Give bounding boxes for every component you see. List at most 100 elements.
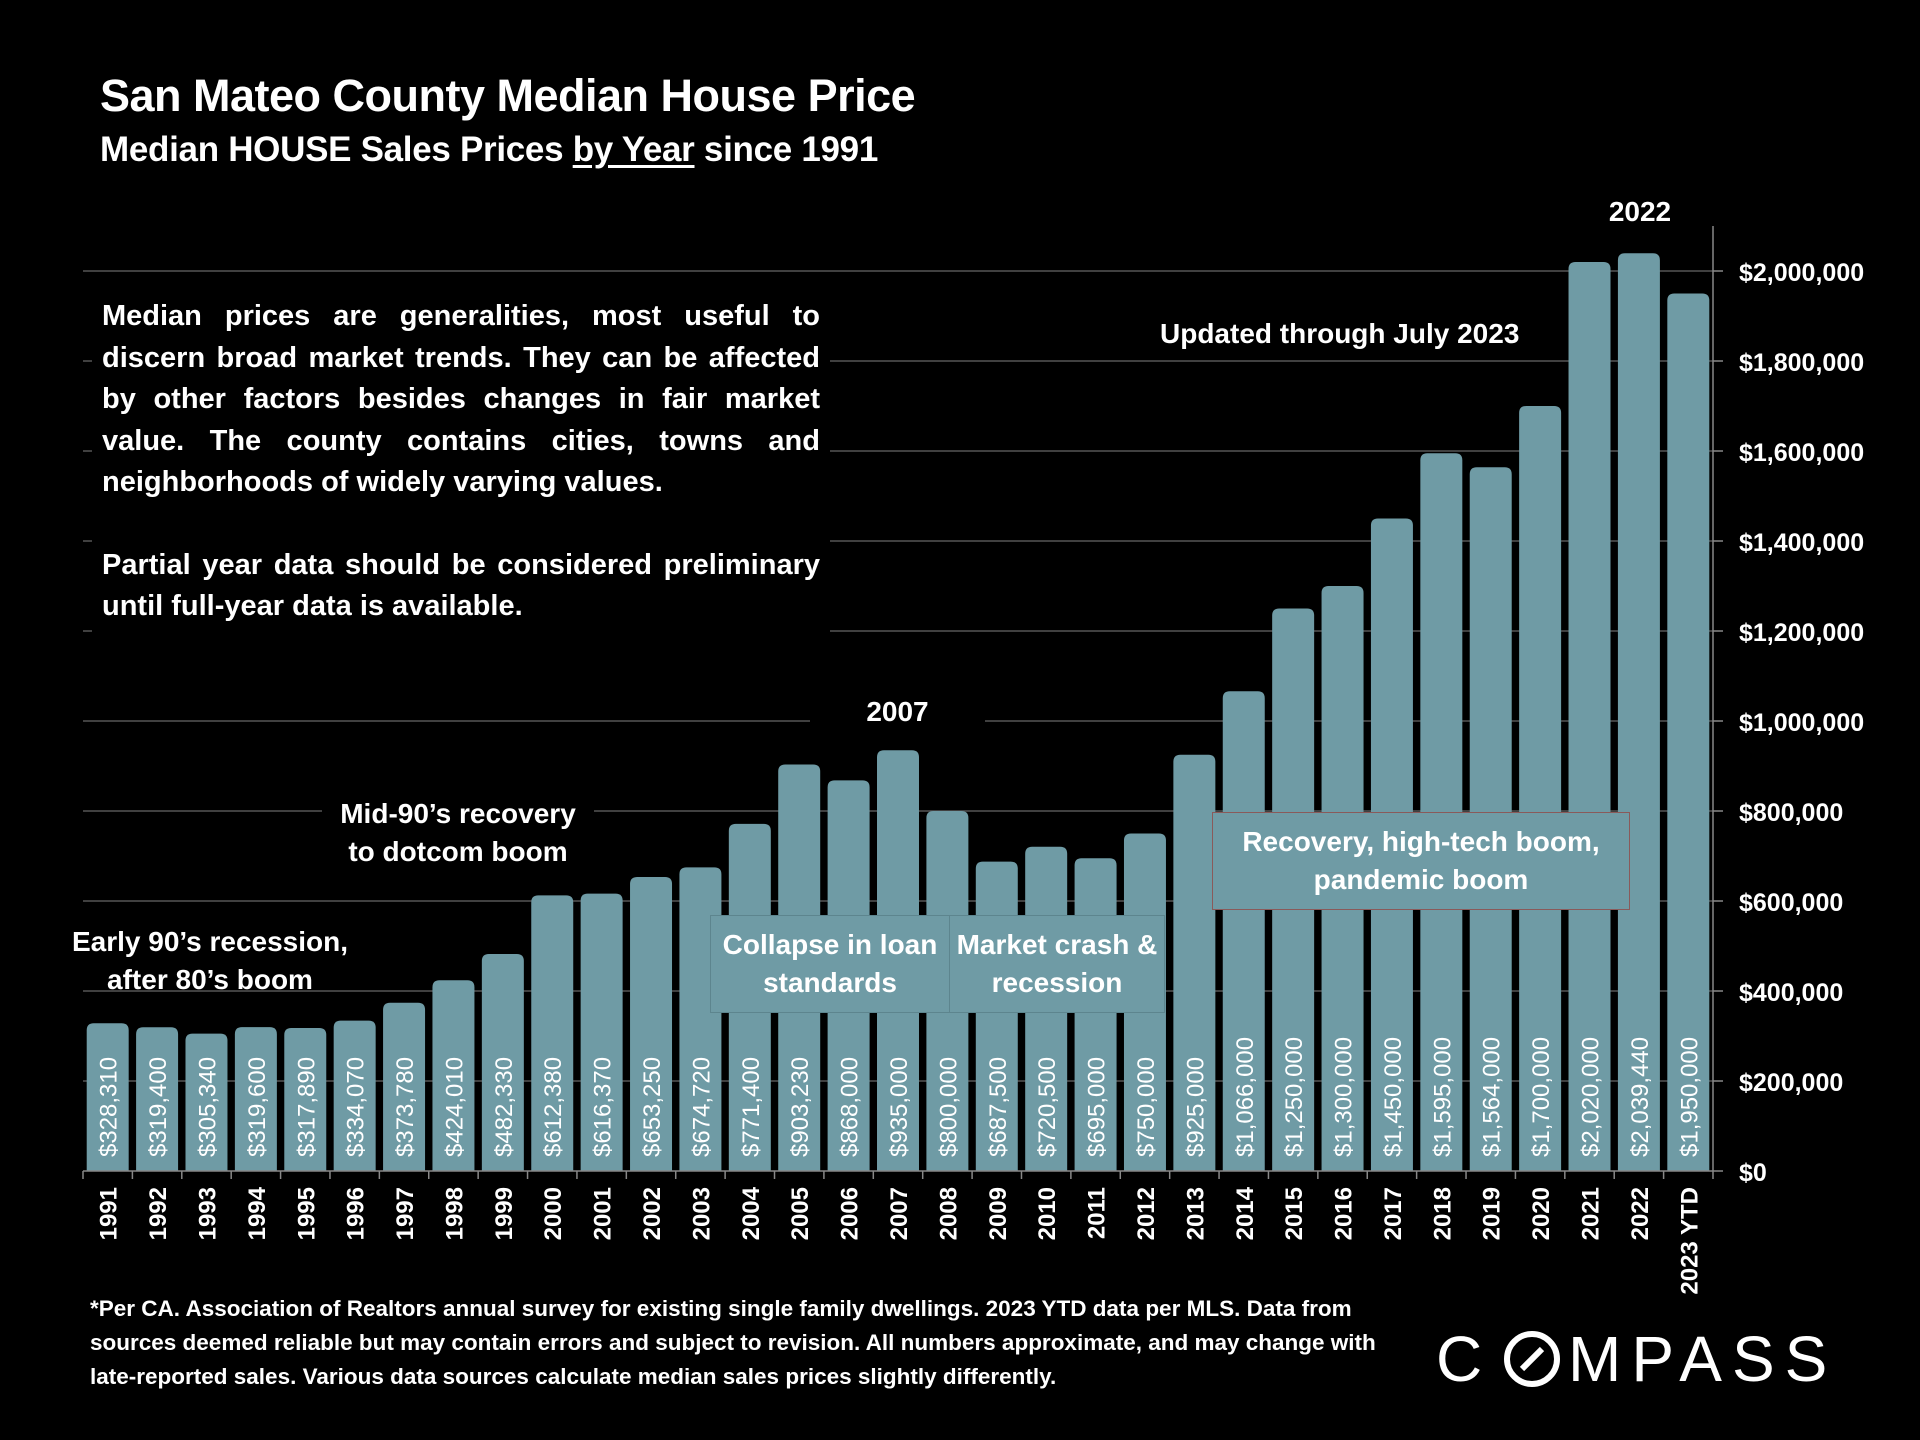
bar (531, 895, 574, 1171)
x-tick-label: 1994 (244, 1186, 271, 1240)
logo-o-needle (1519, 1346, 1545, 1372)
x-tick-label: 2021 (1578, 1187, 1605, 1240)
data-label: $1,300,000 (1331, 1037, 1358, 1157)
x-tick-label: 2023 YTD (1676, 1187, 1703, 1295)
x-tick-label: 2000 (540, 1187, 567, 1240)
bar (1667, 293, 1710, 1171)
data-label: $695,000 (1084, 1057, 1111, 1157)
x-tick-label: 2022 (1627, 1187, 1654, 1240)
data-label: $373,780 (392, 1057, 419, 1157)
data-label: $925,000 (1182, 1057, 1209, 1157)
x-tick-label: 2015 (1281, 1187, 1308, 1240)
annotation-collapse-box: Collapse in loan standards (710, 915, 950, 1013)
bar (284, 1027, 327, 1171)
annotation-recovery-box: Recovery, high-tech boom, pandemic boom (1212, 812, 1630, 910)
bar (185, 1033, 228, 1171)
annotation-crash-box: Market crash & recession (949, 915, 1165, 1013)
compass-logo: C MPASS (1436, 1323, 1846, 1410)
x-tick-label: 2005 (787, 1187, 814, 1240)
x-tick-label: 1996 (343, 1187, 370, 1240)
bar (1617, 253, 1660, 1171)
data-label: $2,039,440 (1627, 1037, 1654, 1157)
x-tick-label: 1997 (392, 1187, 419, 1240)
data-label: $319,600 (244, 1057, 271, 1157)
data-labels: $328,310 $319,400 $305,340 $319,600 $317,890… (96, 1037, 1704, 1157)
y-tick-label: $1,200,000 (1739, 619, 1864, 647)
logo-text-rest: MPASS (1568, 1325, 1837, 1395)
y-tick-label: $1,000,000 (1739, 709, 1864, 737)
x-tick-label: 2001 (590, 1187, 617, 1240)
data-label: $720,500 (1034, 1057, 1061, 1157)
x-tick-label: 1992 (145, 1187, 172, 1240)
y-tick-label: $1,400,000 (1739, 529, 1864, 557)
data-label: $935,000 (886, 1057, 913, 1157)
data-label: $1,250,000 (1281, 1037, 1308, 1157)
y-tick-label: $1,600,000 (1739, 439, 1864, 467)
x-tick-label: 2019 (1479, 1187, 1506, 1240)
data-label: $1,700,000 (1528, 1037, 1555, 1157)
bar (136, 1027, 179, 1171)
bar (481, 953, 524, 1171)
bar (1173, 754, 1216, 1171)
axes (82, 226, 1723, 1179)
data-label: $1,950,000 (1676, 1037, 1703, 1157)
x-tick-label: 2020 (1528, 1187, 1555, 1240)
chart-subtitle: Median HOUSE Sales Prices by Year since … (100, 130, 878, 170)
y-tick-label: $1,800,000 (1739, 349, 1864, 377)
x-tick-labels: 1991 1992 1993 1994 1995 1996 1997 1998 1999 2000… (96, 1186, 1704, 1294)
data-label: $800,000 (935, 1057, 962, 1157)
y-tick-label: $0 (1739, 1159, 1767, 1187)
bar (630, 877, 673, 1171)
x-tick-label: 2003 (688, 1187, 715, 1240)
data-label: $616,370 (590, 1057, 617, 1157)
data-label: $424,010 (441, 1057, 468, 1157)
y-tick-label: $200,000 (1739, 1069, 1843, 1097)
data-label: $2,020,000 (1578, 1037, 1605, 1157)
data-label: $305,340 (194, 1057, 221, 1157)
data-label: $868,000 (837, 1057, 864, 1157)
y-tick-label: $800,000 (1739, 799, 1843, 827)
x-tick-label: 1999 (491, 1187, 518, 1240)
bar (333, 1020, 376, 1171)
x-tick-label: 2010 (1034, 1187, 1061, 1240)
compass-logo-mark: C MPASS (1436, 1323, 1837, 1395)
bar (1519, 406, 1562, 1171)
data-label: $317,890 (293, 1057, 320, 1157)
data-label: $328,310 (96, 1057, 123, 1157)
subtitle-prefix: Median HOUSE Sales Prices (100, 130, 573, 169)
data-label: $482,330 (491, 1057, 518, 1157)
y-tick-label: $400,000 (1739, 979, 1843, 1007)
bar (86, 1023, 129, 1171)
x-tick-label: 2017 (1380, 1187, 1407, 1240)
annotation-peak-2007: 2007 (810, 693, 985, 731)
x-tick-label: 1993 (194, 1187, 221, 1240)
data-label: $319,400 (145, 1057, 172, 1157)
data-label: $687,500 (985, 1057, 1012, 1157)
x-tick-label: 2004 (738, 1186, 765, 1240)
bar (432, 980, 475, 1171)
note-paragraph-1: Median prices are generalities, most use… (102, 300, 820, 498)
data-label: $1,564,000 (1479, 1037, 1506, 1157)
x-tick-label: 2013 (1182, 1187, 1209, 1240)
methodology-note: Median prices are generalities, most use… (92, 290, 830, 634)
bar (1568, 262, 1611, 1171)
data-label: $903,230 (787, 1057, 814, 1157)
data-label: $653,250 (639, 1057, 666, 1157)
x-tick-label: 2009 (985, 1187, 1012, 1240)
bar (234, 1027, 277, 1171)
x-tick-label: 2011 (1084, 1187, 1111, 1239)
chart-title: San Mateo County Median House Price (100, 70, 916, 121)
x-tick-label: 2014 (1232, 1186, 1259, 1240)
footnote: *Per CA. Association of Realtors annual … (90, 1296, 1376, 1389)
data-label: $1,595,000 (1429, 1037, 1456, 1157)
x-tick-label: 2002 (639, 1187, 666, 1240)
data-label: $1,450,000 (1380, 1037, 1407, 1157)
bar (1222, 691, 1265, 1171)
annotation-early-90s: Early 90’s recession, after 80’s boom (71, 926, 349, 995)
x-tick-label: 2007 (886, 1187, 913, 1240)
annotation-updated: Updated through July 2023 (1160, 318, 1520, 349)
note-paragraph-2: Partial year data should be considered p… (102, 548, 820, 623)
data-label: $674,720 (688, 1057, 715, 1157)
y-tick-label: $600,000 (1739, 889, 1843, 917)
data-label: $750,000 (1133, 1057, 1160, 1157)
